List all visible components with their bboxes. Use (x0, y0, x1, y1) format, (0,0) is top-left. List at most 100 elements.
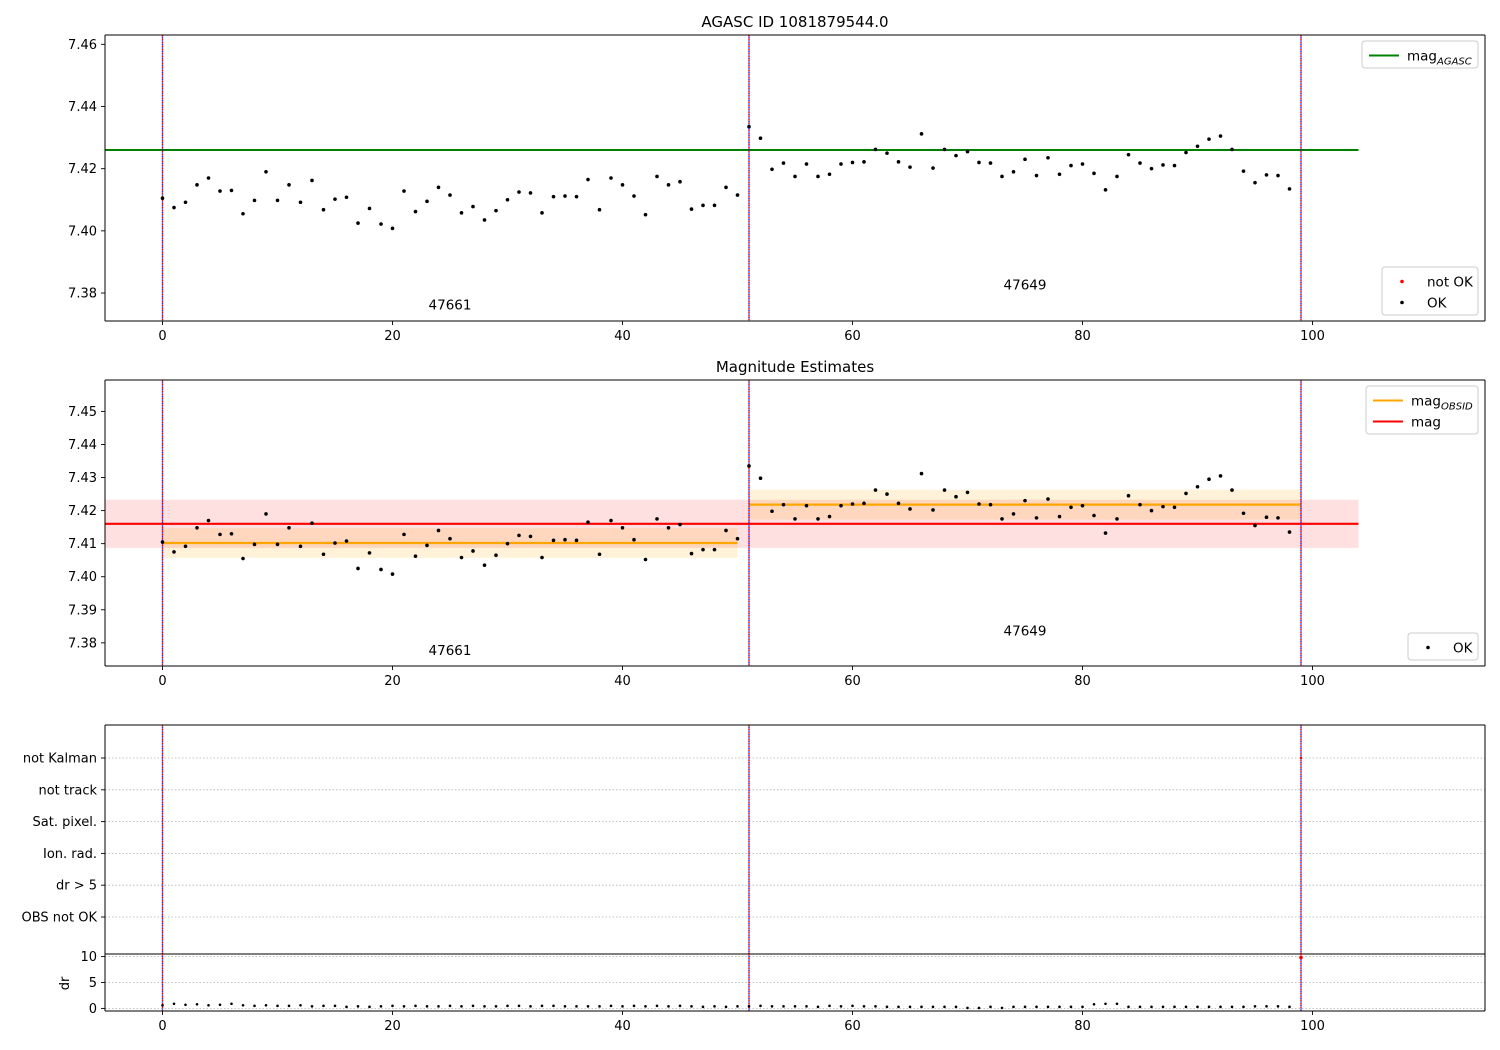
ok-point (1126, 152, 1131, 157)
ok-point (252, 198, 257, 203)
x-tick-label: 80 (1074, 329, 1091, 344)
legend-box (1381, 266, 1479, 316)
ok-point (218, 189, 222, 193)
ok-point (919, 471, 924, 476)
x-tick-label: 60 (844, 329, 861, 344)
obsid-label: 47649 (1004, 278, 1047, 294)
dr-point (1288, 1005, 1291, 1009)
ok-point (1161, 163, 1165, 167)
flag-category-label: Sat. pixel. (33, 815, 97, 830)
ok-point (942, 488, 947, 492)
legend: magAGASC (1361, 40, 1479, 69)
ok-point (770, 509, 774, 514)
dr-not-ok-point (1299, 955, 1303, 960)
ok-point (551, 538, 556, 543)
flag-point (1299, 756, 1303, 760)
dr-point (897, 1005, 900, 1009)
ok-point (804, 162, 809, 166)
dr-point (333, 1004, 337, 1008)
ok-point (1126, 493, 1131, 498)
ok-point (885, 492, 889, 496)
dr-point (471, 1004, 475, 1008)
ok-point (701, 203, 705, 208)
dr-point (770, 1005, 774, 1008)
dr-point (195, 1002, 199, 1006)
ok-point (1115, 517, 1119, 521)
ok-point (448, 193, 452, 197)
ok-point (482, 218, 487, 222)
ok-point (425, 543, 429, 548)
ok-point (735, 193, 740, 197)
ok-point (620, 183, 625, 187)
dr-point (1207, 1005, 1211, 1009)
dr-point (1265, 1005, 1268, 1008)
dr-point (931, 1005, 935, 1009)
flag-category-label: not Kalman (23, 752, 97, 767)
ok-point (1253, 180, 1257, 185)
y-tick-label: 7.40 (68, 224, 97, 239)
dr-point (540, 1004, 544, 1008)
ok-point (241, 556, 245, 561)
dr-point (241, 1004, 245, 1007)
ok-point (160, 196, 165, 201)
dr-point (1023, 1005, 1027, 1009)
dr-point (1196, 1005, 1199, 1009)
ok-point (632, 194, 636, 198)
ok-point (804, 503, 809, 508)
y-tick-label: 7.38 (68, 636, 97, 651)
flag-category-label: OBS not OK (22, 911, 98, 926)
ok-point (827, 514, 832, 519)
legend-label: mag (1411, 415, 1441, 431)
dr-point (690, 1005, 693, 1008)
ok-point (459, 555, 464, 560)
dr-point (1150, 1005, 1153, 1009)
ok-point (160, 540, 165, 544)
ok-point (954, 153, 958, 158)
ok-point (1057, 172, 1062, 177)
dr-point (839, 1005, 843, 1008)
ok-point (287, 183, 291, 187)
ok-point (988, 502, 993, 507)
x-tick-label: 0 (158, 329, 166, 344)
x-tick-label: 80 (1074, 674, 1091, 689)
ok-point (873, 147, 878, 152)
ok-point (1149, 166, 1154, 171)
obsid-label: 47661 (429, 297, 472, 313)
dr-point (299, 1004, 302, 1007)
dr-point (793, 1005, 797, 1008)
dr-point (1230, 1005, 1234, 1009)
legend-box (1361, 40, 1479, 69)
dr-point (713, 1005, 716, 1008)
legend-label: magOBSID (1411, 394, 1473, 413)
dr-point (356, 1005, 360, 1008)
ok-point (390, 572, 395, 576)
y-tick-label: 0 (89, 1002, 97, 1017)
ok-point (1184, 491, 1188, 496)
ok-point (839, 503, 843, 508)
ok-point (183, 544, 188, 549)
ok-point (333, 541, 337, 545)
ok-point (1069, 163, 1073, 168)
flag-category-label: not track (38, 783, 97, 798)
ok-point (965, 149, 970, 154)
x-tick-label: 20 (384, 674, 401, 689)
ok-point (540, 211, 544, 215)
dr-point (437, 1005, 440, 1008)
ok-point (965, 490, 970, 495)
dr-point (586, 1005, 590, 1008)
ok-point (747, 124, 751, 129)
legend-box (1407, 632, 1479, 661)
ok-point (1023, 498, 1027, 503)
ok-point (885, 151, 889, 155)
legend: magOBSID mag (1365, 385, 1479, 435)
ok-point (1034, 173, 1039, 178)
dr-point (425, 1005, 429, 1008)
ok-point (310, 178, 314, 183)
ok-point (908, 507, 912, 511)
x-tick-label: 20 (384, 1019, 401, 1034)
dr-point (920, 1005, 923, 1009)
ok-point (379, 222, 383, 226)
ok-point (931, 166, 935, 170)
dr-point (621, 1005, 624, 1008)
ok-point (218, 532, 222, 537)
